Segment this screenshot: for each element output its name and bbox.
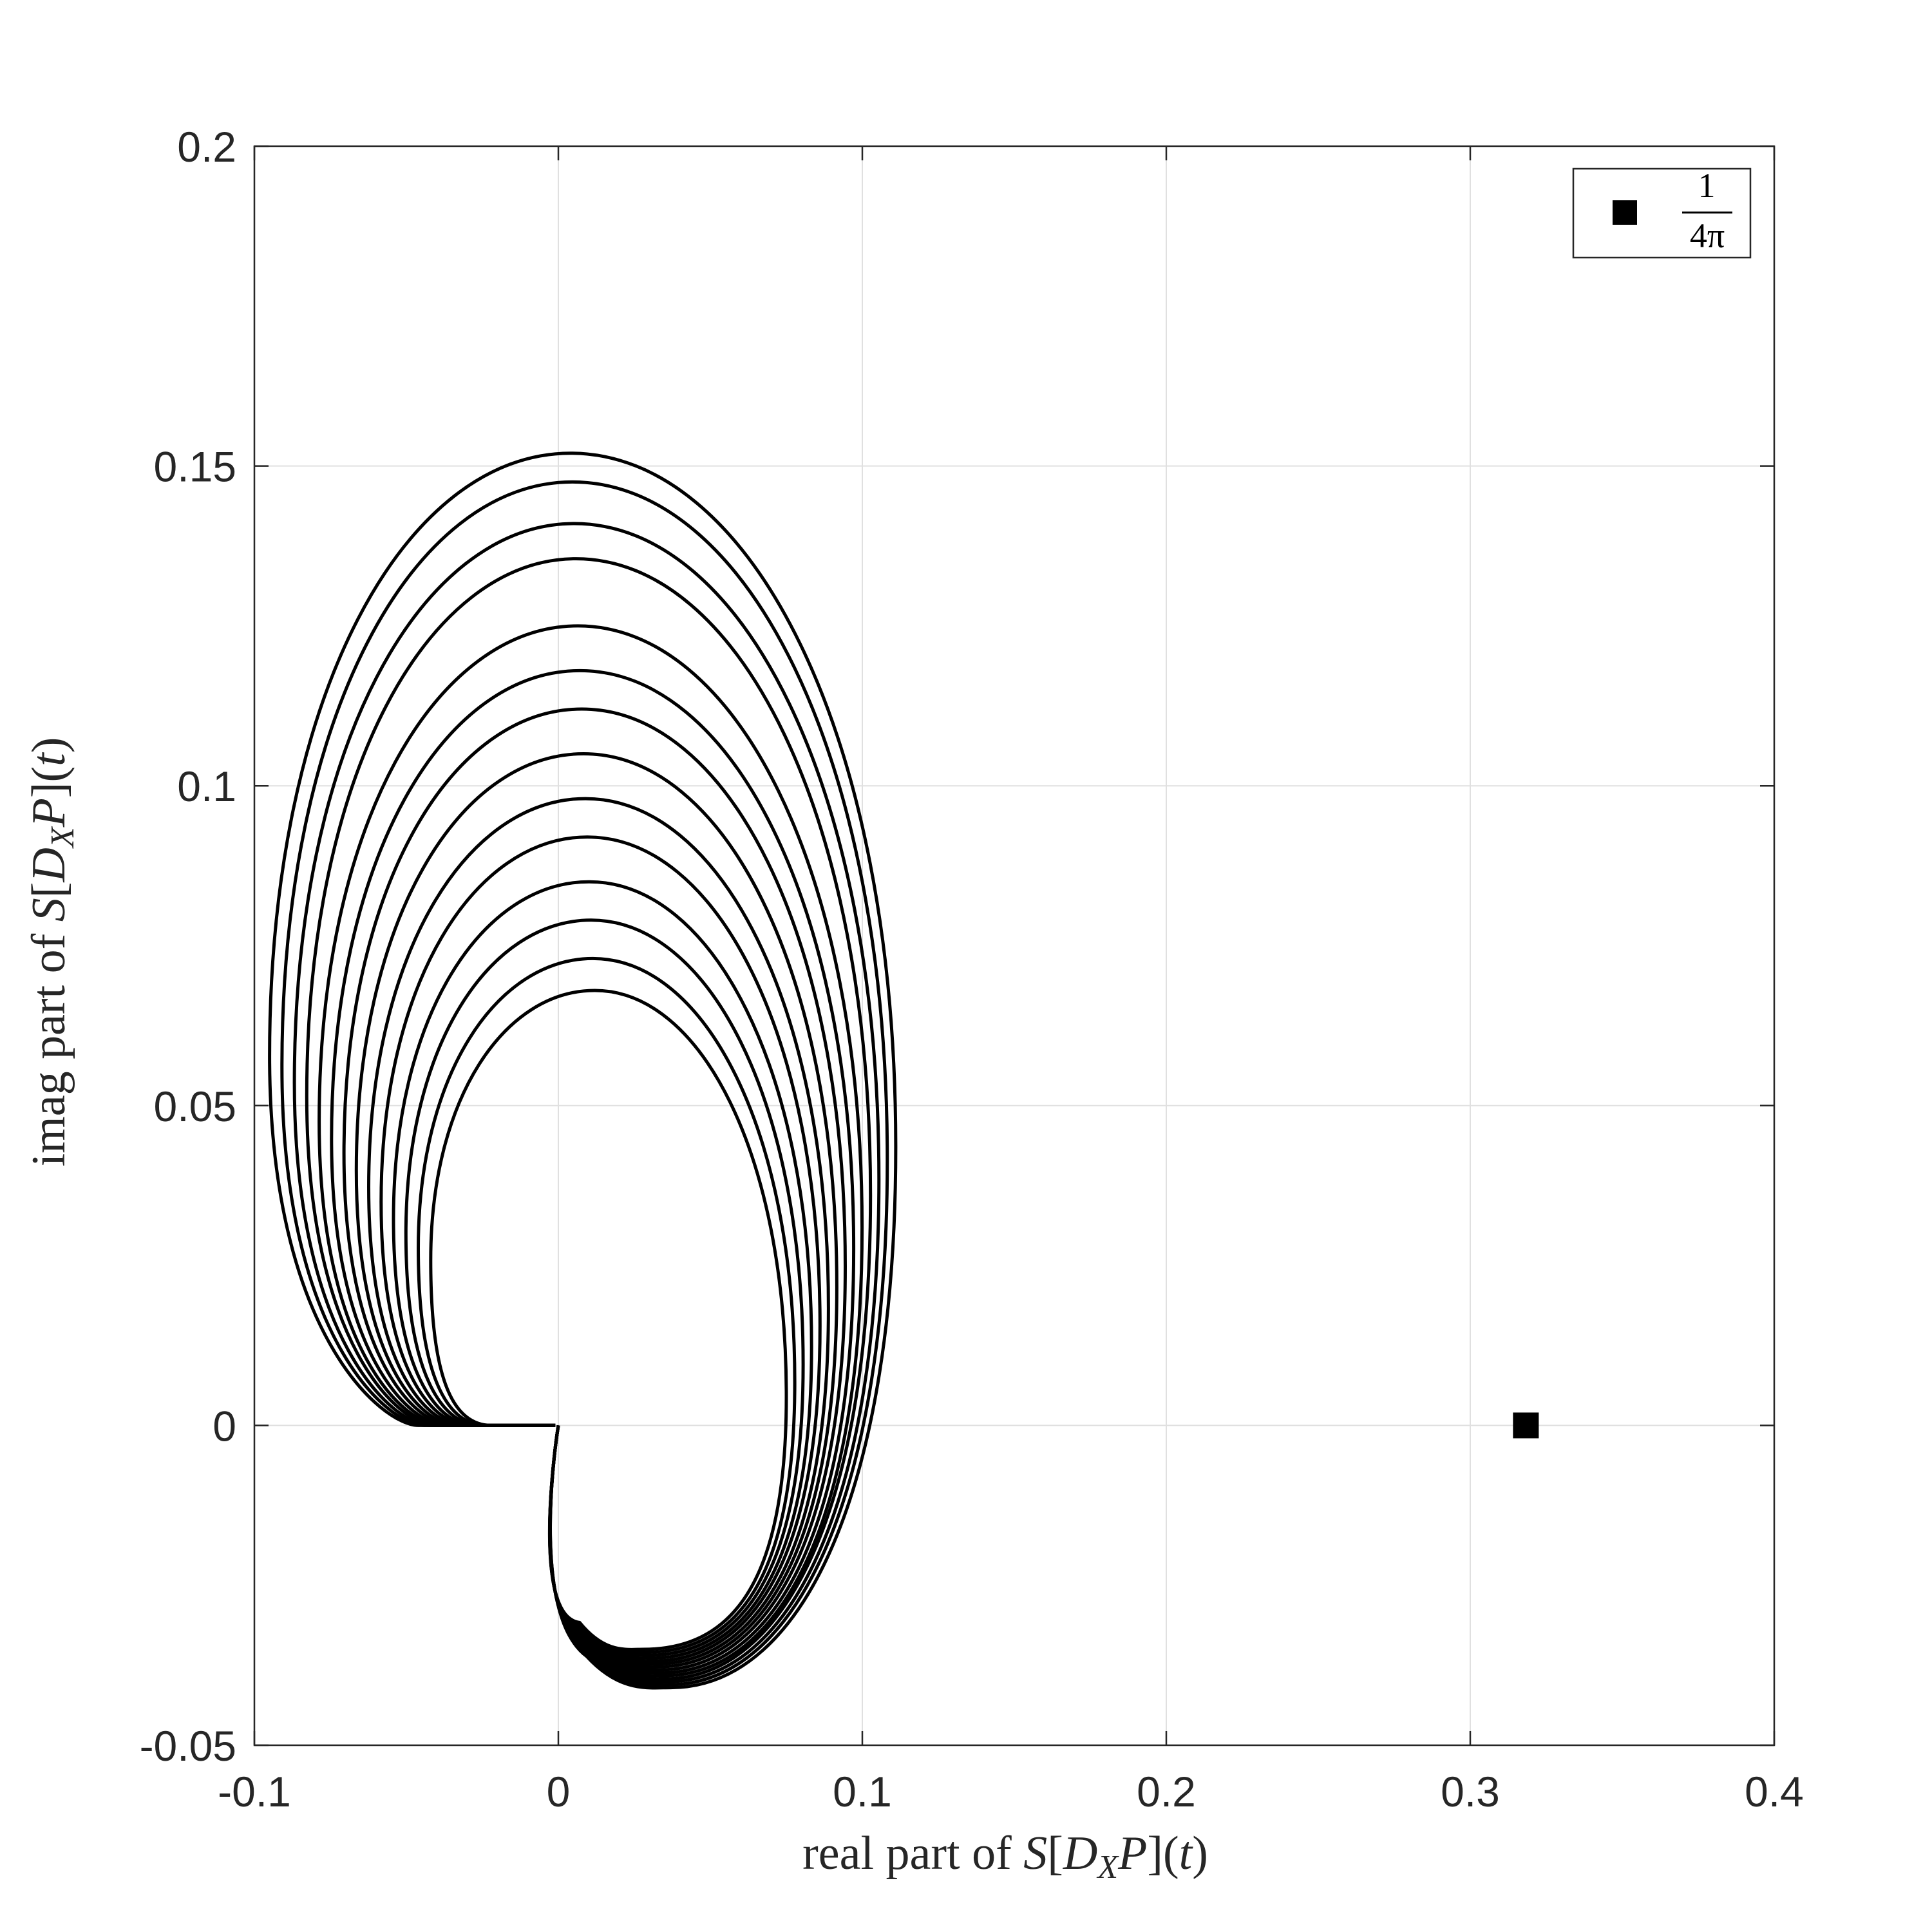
curve-6 [367,797,830,1666]
curve-13 [280,480,889,1687]
curve-4 [392,880,813,1660]
x-tick-label-0: -0.1 [218,1768,291,1815]
x-axis-label-s: S [1023,1827,1047,1880]
y-axis-label-s: S [23,898,75,922]
x-axis-label-t: t [1179,1827,1194,1880]
x-axis-label-bracket-open: [ [1047,1827,1063,1880]
x-tick-label-1: 0 [547,1768,571,1815]
y-axis-label-bracket-close: ]( [23,766,75,798]
y-tick-label-3: 0.1 [177,762,236,810]
x-axis-label-end: ) [1192,1827,1208,1880]
x-axis-label: real part of S[DXP](t) [802,1827,1208,1886]
legend-label-denominator: 4π [1690,216,1725,255]
legend-marker-square [1613,200,1637,225]
y-tick-label-4: 0.15 [154,443,236,491]
y-tick-label-5: 0.2 [177,123,236,171]
y-axis-label-p: P [23,798,75,828]
y-axis-label: imag part of S[DXP](t) [23,737,81,1167]
x-axis-label-p: P [1117,1827,1147,1880]
y-axis-label-bracket-open: [ [23,882,75,898]
curve-family [268,451,898,1690]
x-tick-label-2: 0.1 [833,1768,892,1815]
marker-square-point [1513,1412,1539,1439]
y-tick-label-0: -0.05 [140,1722,236,1770]
axes [253,145,1776,1747]
curve-10 [317,624,864,1678]
plot-area-border [253,145,1776,1747]
curve-11 [305,557,873,1681]
x-tick-label-5: 0.4 [1745,1768,1804,1815]
y-axis-label-d: D [23,848,75,882]
marker-layer [1513,1412,1539,1439]
y-axis-label-subscript: X [44,826,81,849]
x-tick-label-3: 0.2 [1137,1768,1196,1815]
x-axis-label-prefix: real part of [802,1827,1023,1880]
x-axis-label-bracket-close: ]( [1147,1827,1179,1880]
x-tick-label-4: 0.3 [1441,1768,1500,1815]
tick-labels: -0.1 0 0.1 0.2 0.3 0.4 -0.05 0 0.05 0.1 0.15 0.2 [140,123,1804,1815]
curve-12 [292,522,881,1684]
y-axis-label-prefix: imag part of [23,922,75,1166]
x-axis-label-subscript: X [1096,1849,1119,1886]
y-tick-label-2: 0.05 [154,1083,236,1130]
curve-7 [354,752,838,1669]
curve-5 [379,835,822,1663]
curve-8 [342,707,847,1672]
y-tick-label-1: 0 [213,1402,236,1450]
y-axis-label-t: t [23,752,75,766]
x-axis-label-d: D [1063,1827,1097,1880]
curve-14 [268,451,898,1690]
y-axis-label-end: ) [23,737,75,753]
legend: 1 4π [1572,166,1752,259]
curve-9 [330,668,856,1675]
legend-label-numerator: 1 [1698,166,1716,205]
